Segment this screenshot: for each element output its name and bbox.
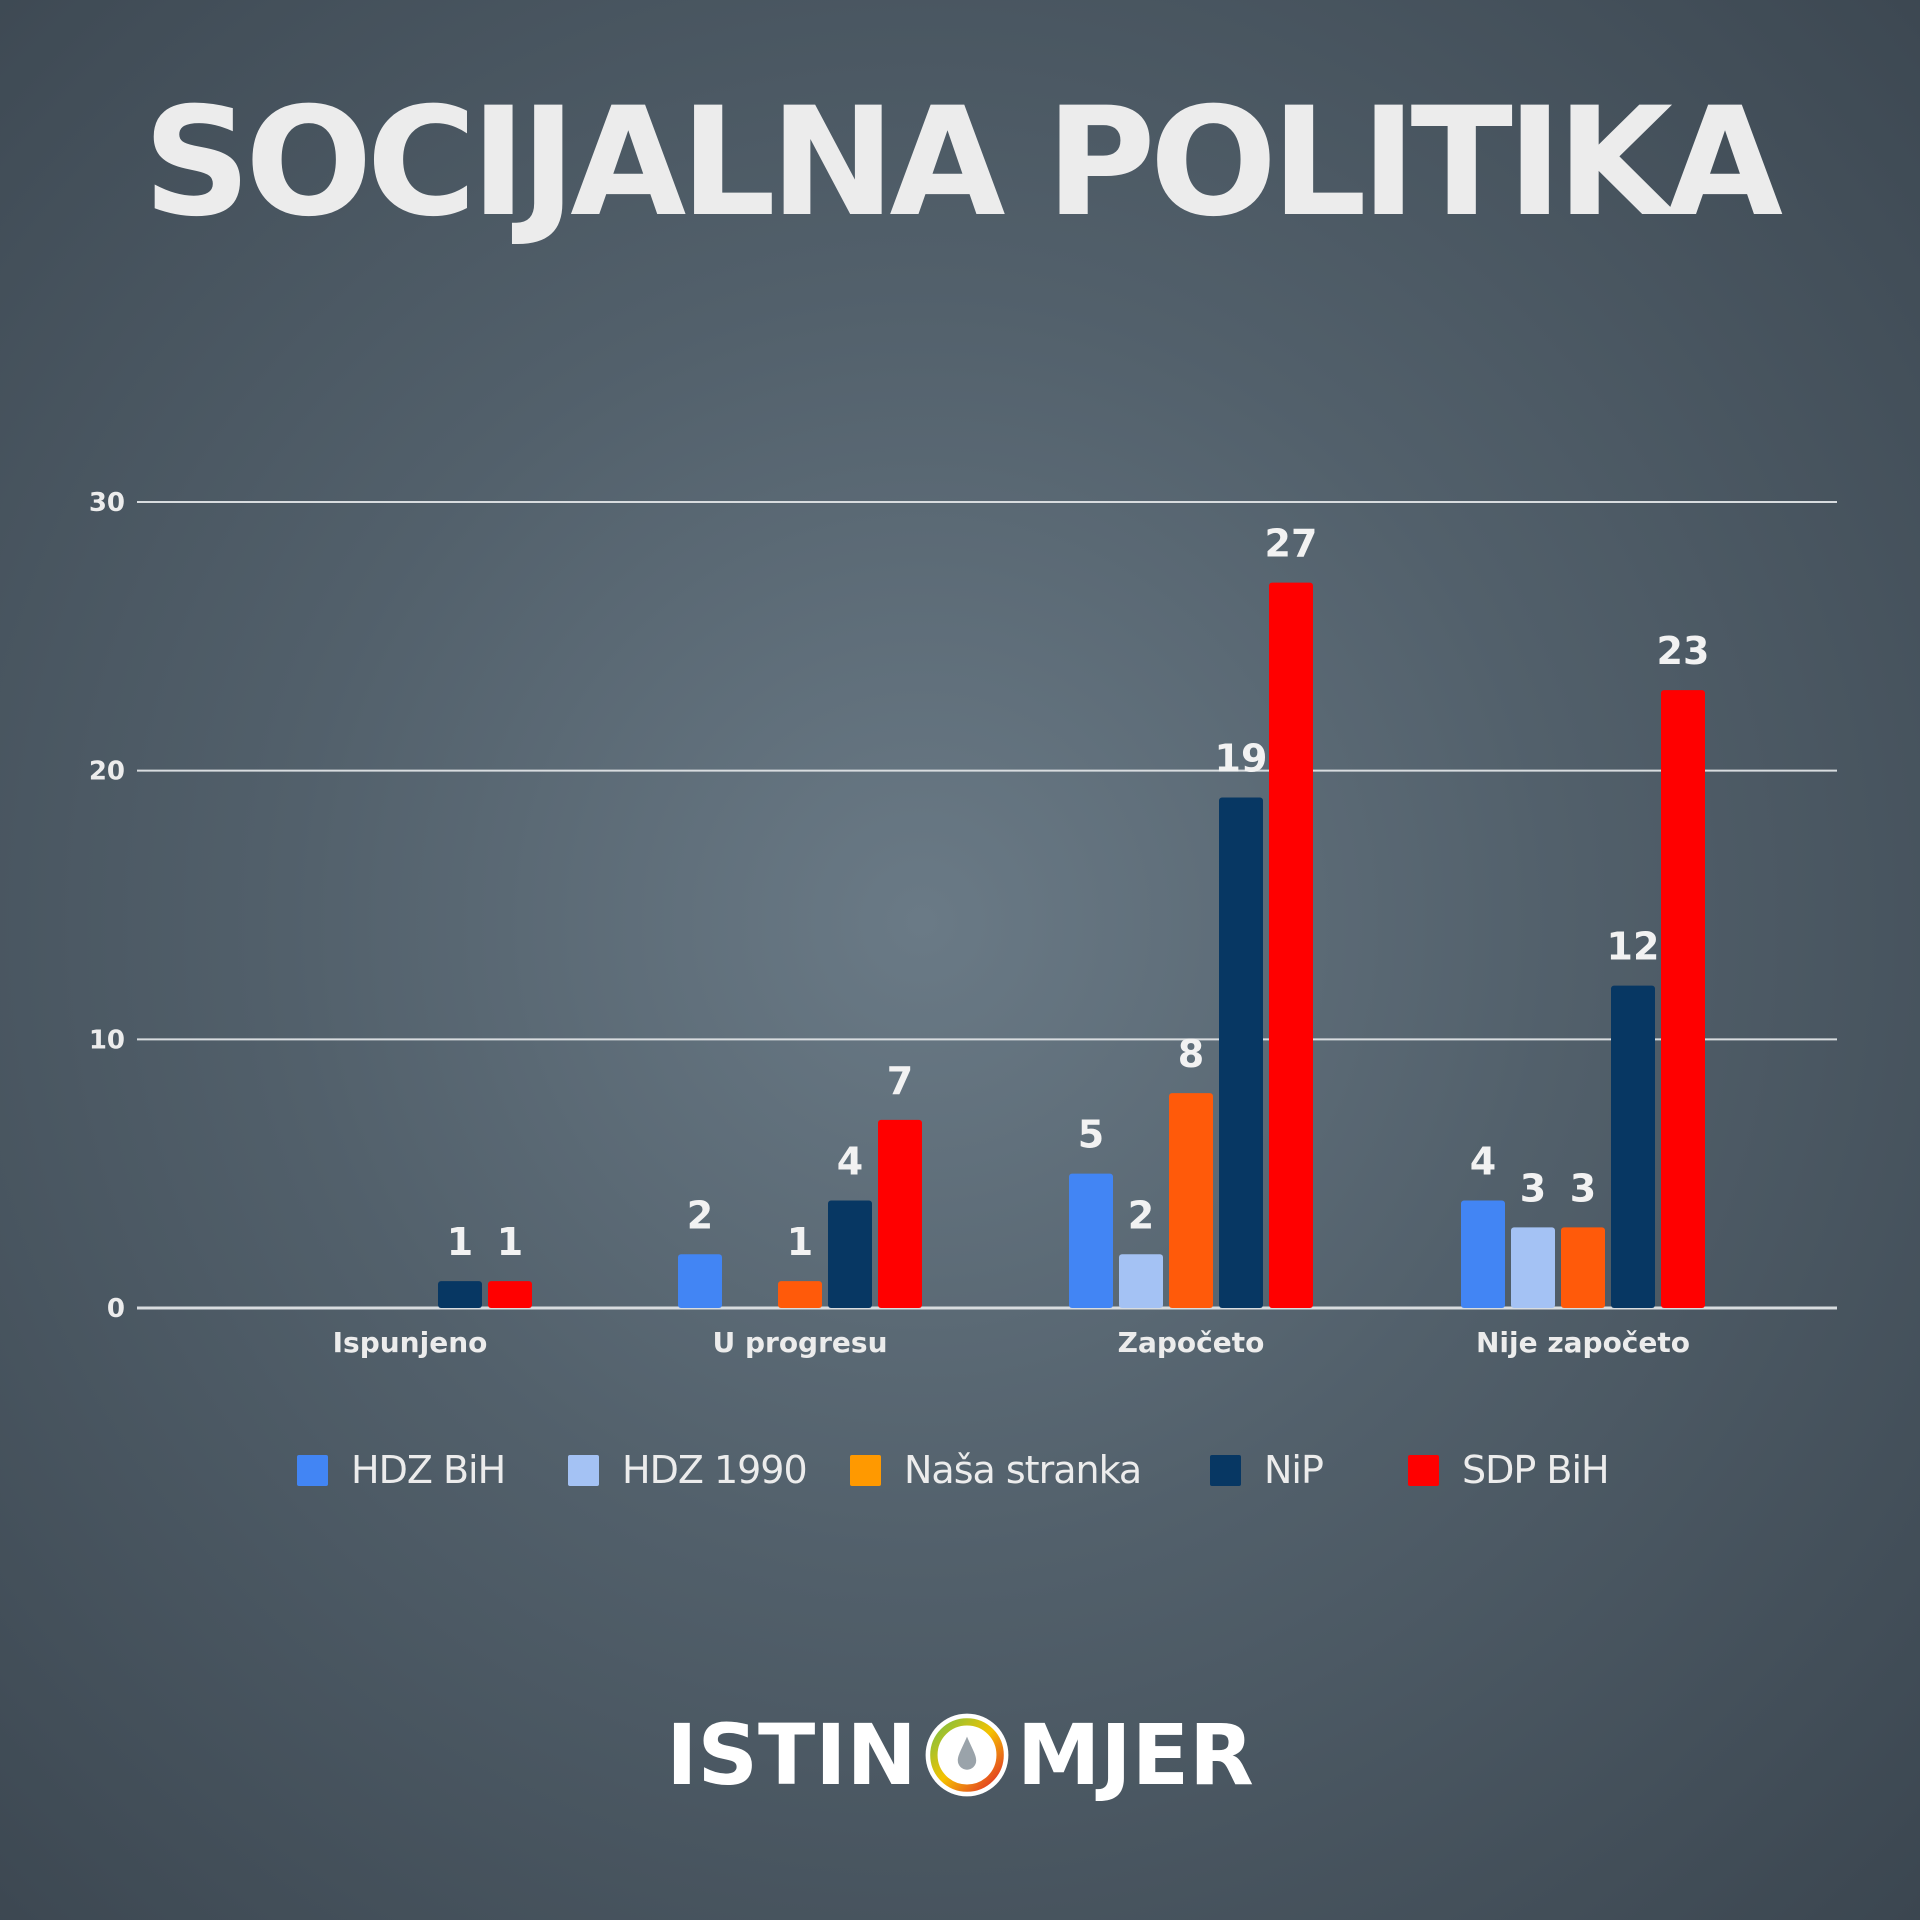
data-label: 3 (1520, 1166, 1546, 1210)
data-label: 23 (1657, 629, 1710, 673)
bars (438, 582, 1705, 1308)
legend-label: HDZ BiH (351, 1448, 505, 1492)
data-label: 5 (1078, 1113, 1104, 1157)
data-label: 2 (687, 1193, 713, 1237)
legend-swatch (850, 1455, 881, 1486)
bar (878, 1119, 922, 1308)
bar (1119, 1254, 1163, 1308)
bar (1169, 1093, 1213, 1308)
gridlines (137, 501, 1837, 1310)
bar (1461, 1200, 1505, 1308)
data-label: 4 (1470, 1140, 1496, 1184)
y-tick-label: 30 (89, 488, 125, 518)
data-label: 1 (447, 1220, 473, 1264)
category-label: U progresu (712, 1326, 887, 1359)
x-axis-categories: Ispunjeno U progresu Započeto Nije započeto (333, 1326, 1690, 1359)
data-label: 27 (1265, 522, 1318, 566)
category-label: Ispunjeno (333, 1326, 488, 1359)
y-tick-label: 20 (89, 757, 125, 787)
logo-text-right: MJER (1016, 1706, 1254, 1804)
data-label: 8 (1178, 1032, 1204, 1076)
data-label: 1 (497, 1220, 523, 1264)
data-label: 19 (1215, 737, 1268, 781)
gauge-icon (925, 1713, 1009, 1797)
bar (1069, 1173, 1113, 1308)
bar (1661, 690, 1705, 1308)
data-label: 4 (837, 1140, 863, 1184)
data-label: 2 (1128, 1193, 1154, 1237)
legend-label: HDZ 1990 (622, 1448, 807, 1492)
bar (1611, 985, 1655, 1308)
data-label: 7 (887, 1059, 913, 1103)
bar (828, 1200, 872, 1308)
y-tick-label: 10 (89, 1025, 125, 1055)
legend-label: SDP BiH (1462, 1448, 1609, 1492)
bar (778, 1281, 822, 1308)
legend-swatch (568, 1455, 599, 1486)
bar (1561, 1227, 1605, 1308)
bar (488, 1281, 532, 1308)
bar (1219, 797, 1263, 1308)
bar (438, 1281, 482, 1308)
legend: HDZ BiH HDZ 1990 Naša stranka NiP SDP BiH (297, 1448, 1610, 1492)
data-label: 1 (787, 1220, 813, 1264)
bar (678, 1254, 722, 1308)
y-axis-ticks: 0 10 20 30 (89, 488, 125, 1324)
legend-label: Naša stranka (904, 1448, 1141, 1492)
data-label: 3 (1570, 1166, 1596, 1210)
y-tick-label: 0 (107, 1294, 125, 1324)
data-label: 12 (1607, 925, 1660, 969)
chart-title: SOCIJALNA POLITIKA (142, 76, 1783, 250)
legend-swatch (297, 1455, 328, 1486)
legend-swatch (1210, 1455, 1241, 1486)
bar (1511, 1227, 1555, 1308)
bar (1269, 582, 1313, 1308)
category-label: Započeto (1118, 1326, 1265, 1359)
istinomjer-logo: ISTIN MJER (0, 1700, 1920, 1810)
legend-swatch (1408, 1455, 1439, 1486)
legend-label: NiP (1264, 1448, 1323, 1492)
category-label: Nije započeto (1476, 1326, 1690, 1359)
logo-text-left: ISTIN (666, 1706, 917, 1804)
